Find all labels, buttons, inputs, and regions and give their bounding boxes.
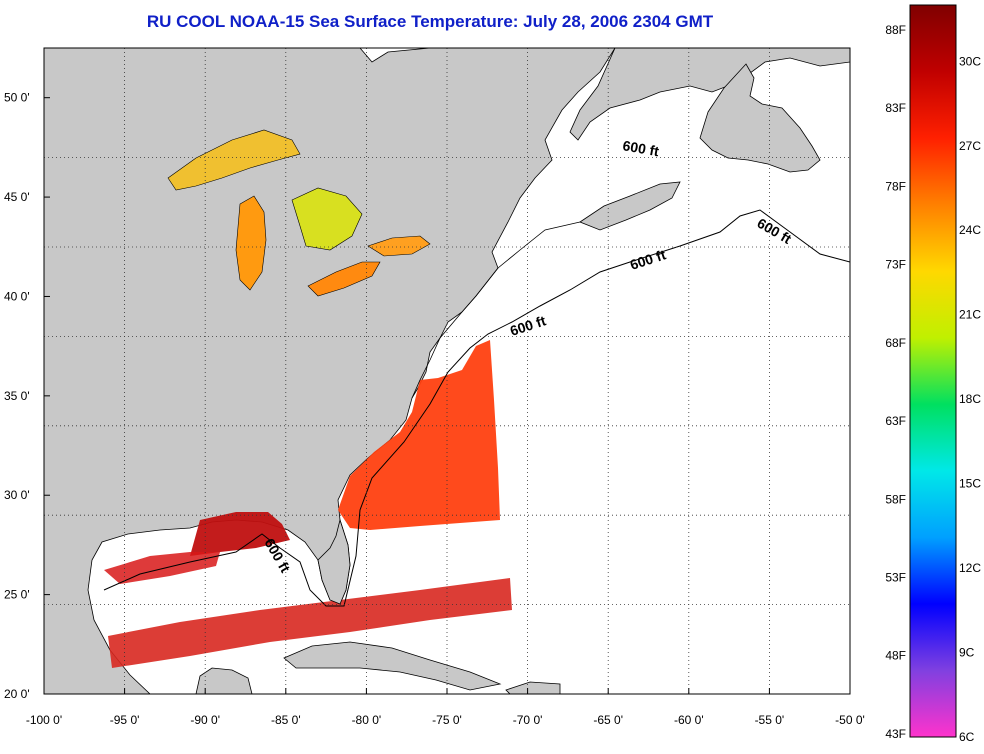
longitude-tick-label: -75 0' (432, 713, 462, 727)
land-newfoundland (699, 63, 821, 173)
land-north-america (44, 48, 616, 694)
land-hispaniola (505, 681, 561, 694)
colorbar-fahrenheit-label: 63F (885, 414, 906, 428)
map-title: RU COOL NOAA-15 Sea Surface Temperature:… (146, 12, 714, 31)
colorbar-fahrenheit-label: 68F (885, 336, 906, 350)
land-yucatan (195, 667, 253, 694)
colorbar-celsius-label: 15C (959, 477, 981, 491)
latitude-tick-label: 30 0' (4, 488, 30, 502)
colorbar-celsius-label: 21C (959, 308, 981, 322)
longitude-tick-label: -60 0' (674, 713, 704, 727)
colorbar-fahrenheit-label: 58F (885, 492, 906, 506)
latitude-tick-label: 20 0' (4, 687, 30, 701)
colorbar-fahrenheit-label: 78F (885, 179, 906, 193)
colorbar (909, 4, 957, 738)
colorbar-fahrenheit-labels: 43F 48F 53F 58F 63F 68F 73F 78F 83F 88F (885, 23, 906, 741)
latitude-tick-label: 45 0' (4, 190, 30, 204)
longitude-tick-label: -90 0' (190, 713, 220, 727)
longitude-tick-labels: -100 0' -95 0' -90 0' -85 0' -80 0' -75 0' -70… (26, 688, 865, 727)
longitude-tick-label: -70 0' (513, 713, 543, 727)
colorbar-celsius-label: 30C (959, 54, 981, 68)
colorbar-fahrenheit-label: 73F (885, 258, 906, 272)
colorbar-fahrenheit-label: 83F (885, 101, 906, 115)
colorbar-celsius-label: 27C (959, 139, 981, 153)
lake-erie (307, 261, 381, 297)
latitude-tick-label: 35 0' (4, 389, 30, 403)
sst-gulf-coast (190, 512, 290, 556)
latitude-tick-labels: 20 0' 25 0' 30 0' 35 0' 40 0' 45 0' 50 0' (4, 91, 50, 701)
lake-michigan (235, 195, 267, 291)
lake-ontario (367, 235, 431, 257)
latitude-tick-label: 25 0' (4, 588, 30, 602)
sst-gulf-west (104, 552, 220, 584)
land-cuba (283, 641, 502, 691)
colorbar-celsius-labels: 6C 9C 12C 15C 18C 21C 24C 27C 30C (959, 54, 981, 744)
colorbar-fahrenheit-label: 43F (885, 727, 906, 741)
longitude-tick-label: -65 0' (593, 713, 623, 727)
colorbar-fahrenheit-label: 48F (885, 649, 906, 663)
longitude-tick-label: -85 0' (271, 713, 301, 727)
longitude-tick-label: -50 0' (835, 713, 865, 727)
atlantic-coastline (411, 221, 581, 399)
latitude-tick-label: 50 0' (4, 91, 30, 105)
colorbar-celsius-label: 9C (959, 646, 975, 660)
colorbar-celsius-label: 12C (959, 561, 981, 575)
isobath-600ft (103, 209, 850, 607)
colorbar-fahrenheit-label: 88F (885, 23, 906, 37)
longitude-tick-label: -55 0' (755, 713, 785, 727)
contour-label-labrador: 600 ft (621, 137, 660, 159)
lake-huron (291, 187, 363, 251)
colorbar-celsius-label: 24C (959, 223, 981, 237)
latitude-tick-label: 40 0' (4, 289, 30, 303)
colorbar-fahrenheit-label: 53F (885, 570, 906, 584)
lake-superior (167, 129, 301, 191)
land-nova-scotia (579, 181, 681, 231)
land-labrador (569, 48, 850, 141)
longitude-tick-label: -95 0' (110, 713, 140, 727)
longitude-tick-label: -80 0' (352, 713, 382, 727)
colorbar-celsius-label: 6C (959, 730, 975, 744)
colorbar-celsius-label: 18C (959, 392, 981, 406)
sst-atlantic-swath (338, 340, 500, 530)
sst-caribbean-swath (108, 578, 512, 668)
longitude-tick-label: -100 0' (26, 713, 62, 727)
land-florida (317, 518, 351, 605)
